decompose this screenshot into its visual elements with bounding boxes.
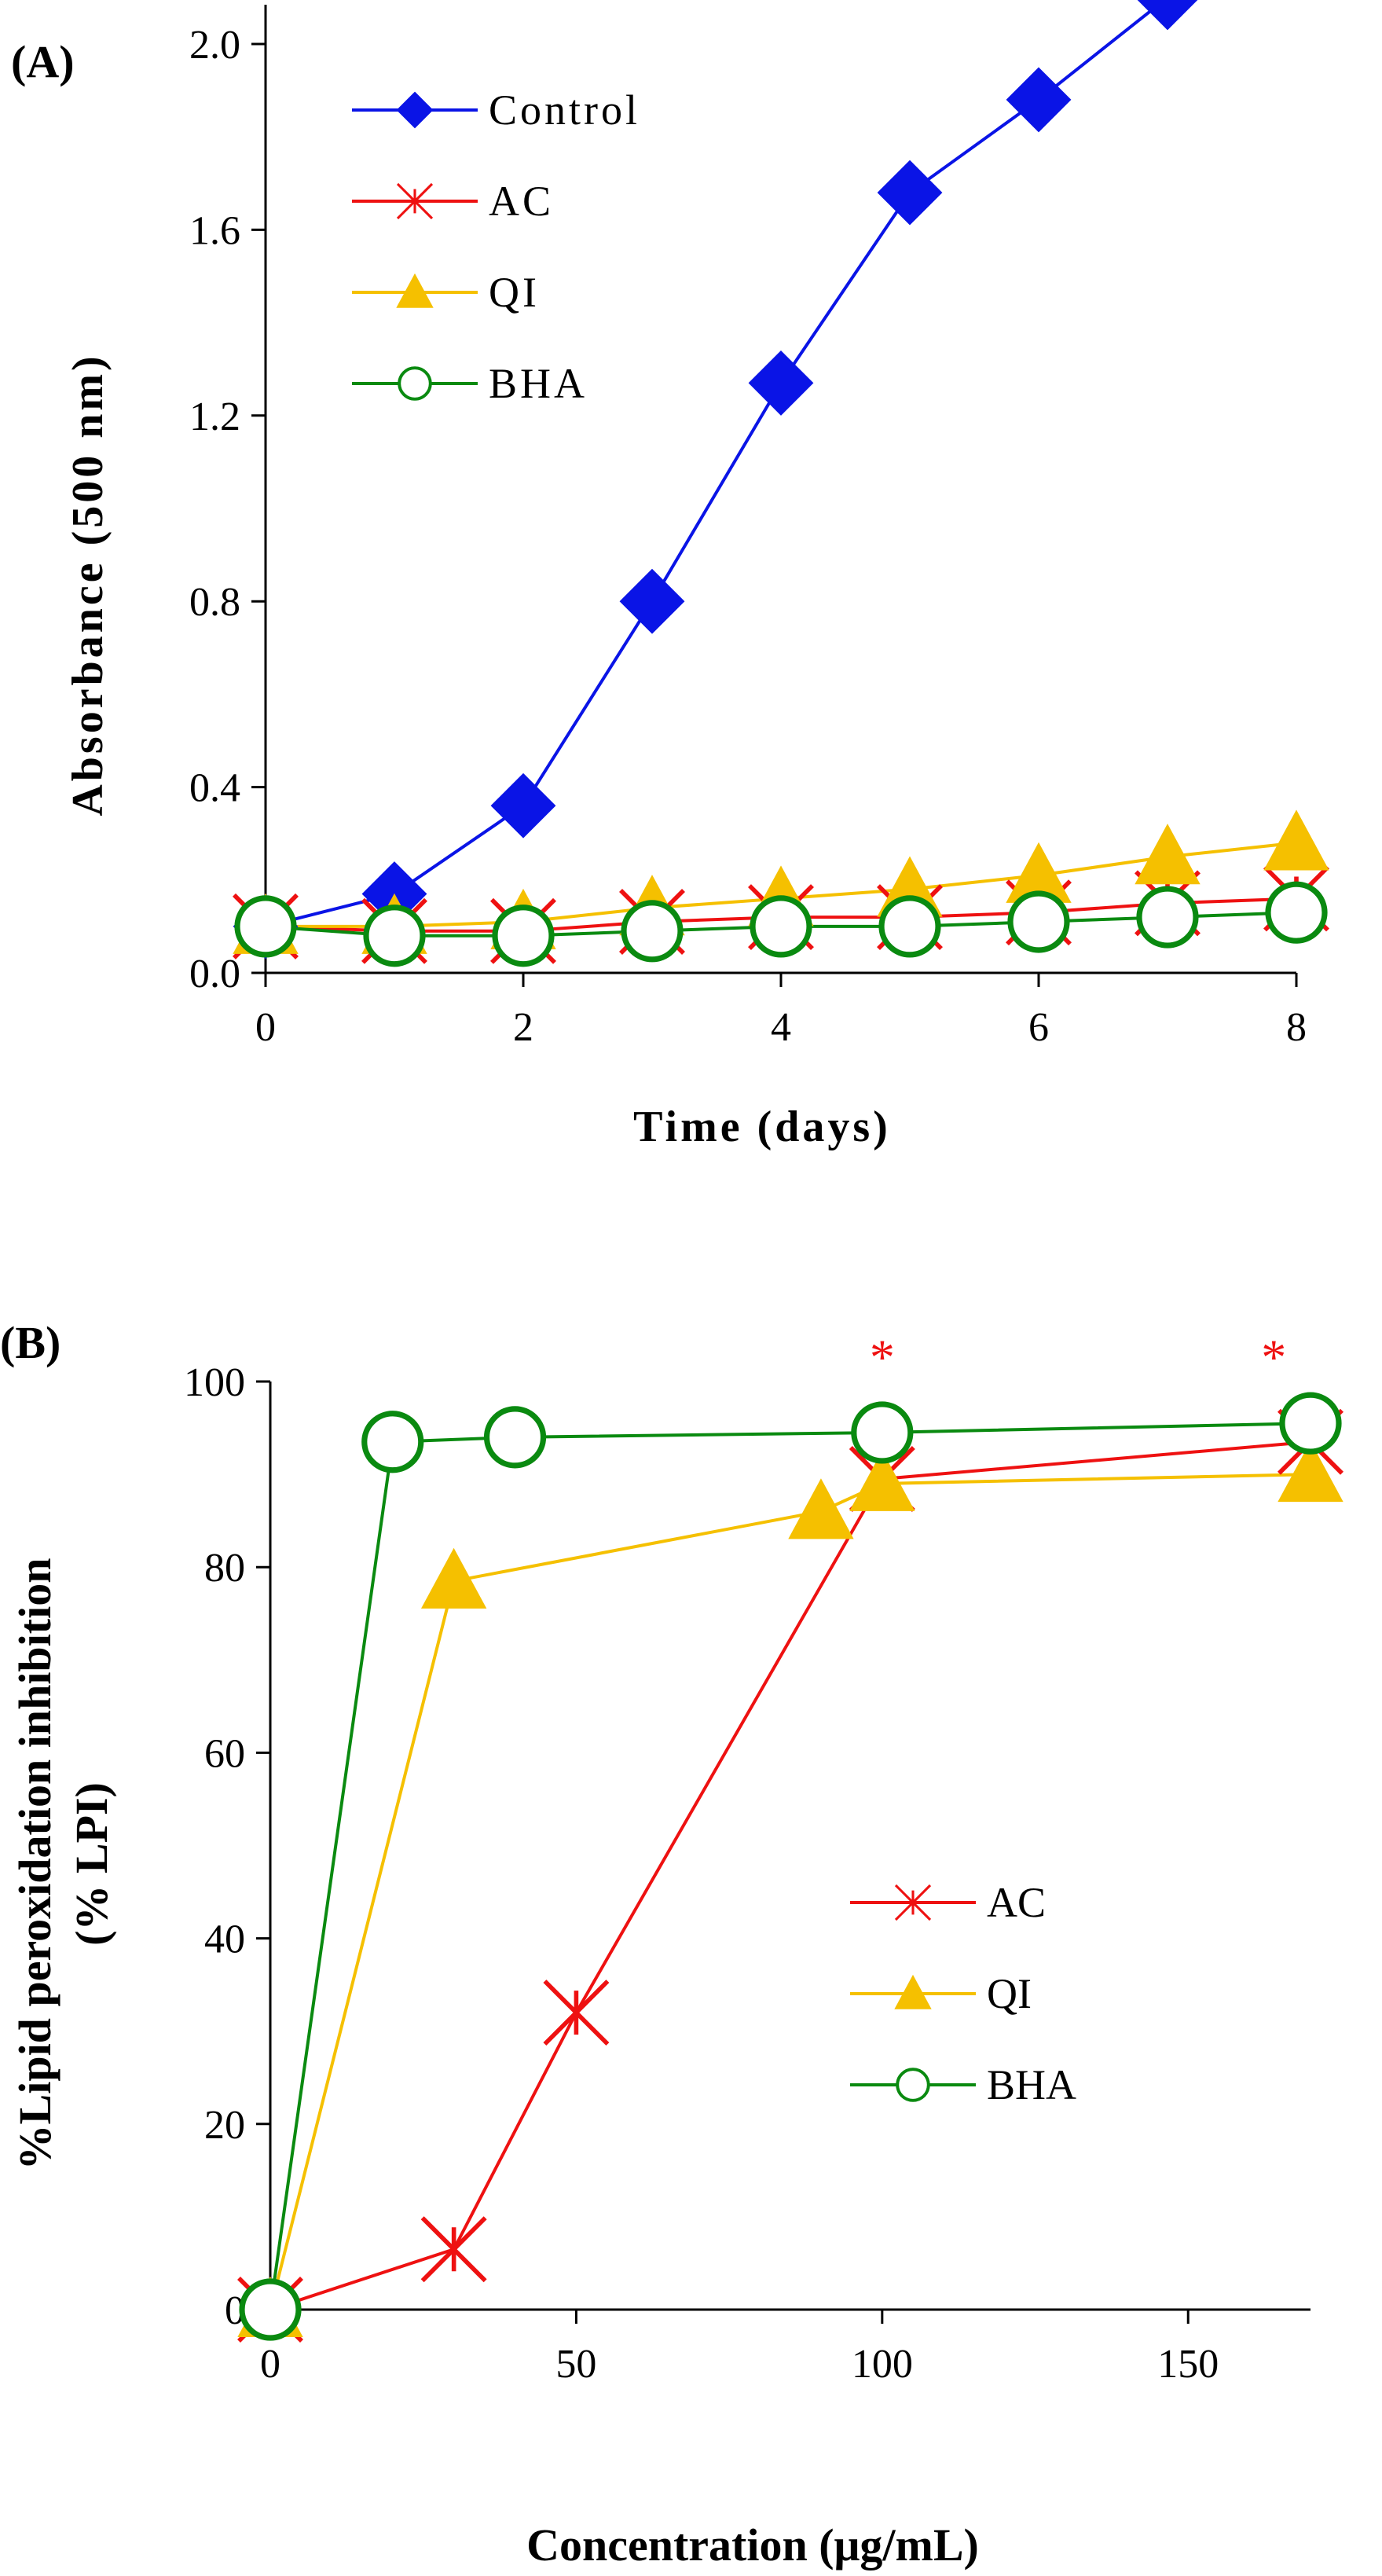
data-point-qi [420,1547,487,1609]
legend-entry-bha: BHA [352,360,588,407]
data-point-qi [1135,824,1201,885]
legend-marker-ac [894,1884,932,1921]
x-tick-label: 6 [1028,1005,1049,1050]
y-tick-label: 60 [204,1731,245,1776]
series-group-b [237,1392,1344,2343]
legend-label-bha: BHA [489,360,588,407]
data-point-bha [1136,886,1199,949]
data-point-ac [543,1980,610,2046]
legend-marker-bha [398,366,432,401]
legend-label-bha: BHA [987,2061,1076,2108]
legend-label-ac: AC [987,1879,1046,1926]
y-tick-label: 0.4 [189,766,240,811]
data-point-bha [1265,881,1328,944]
y-tick-label: 100 [184,1360,245,1405]
data-point-control [877,160,943,226]
legend-entry-qi: QI [352,269,540,316]
significance-marks-b: * * [870,1330,1286,1385]
y-axis-label-b-line1: %Lipid peroxidation inhibition [9,1558,60,2171]
data-point-qi [849,1450,915,1511]
legend-label-qi: QI [987,1970,1032,2017]
data-point-control [1006,67,1072,133]
series-line-bha [269,1422,1311,2310]
legend-marker-bha [896,2068,930,2102]
legend-b: AC QI BHA [850,1879,1076,2108]
legend-marker-qi [894,1974,932,2009]
x-tick-label: 0 [255,1005,276,1050]
legend-marker-ac [396,182,434,220]
significance-asterisk: * [870,1330,895,1385]
legend-marker-qi [396,273,434,308]
chart-panel-a: (A) 0.0 0.4 0.8 1.2 1.6 2.0 0 2 4 6 8 Control AC QI B… [11,0,1329,1151]
x-tick-label: 50 [555,2342,596,2387]
data-point-control [490,772,556,838]
data-point-qi [1263,809,1329,871]
x-tick-label: 150 [1157,2342,1219,2387]
data-point-bha [361,1411,424,1473]
series-clip-group [237,1392,1344,2343]
legend-a: Control AC QI BHA [352,86,640,407]
data-point-bha [363,905,426,967]
y-axis-label-b-line2: (% LPI) [66,1782,117,1946]
panel-label-b: (B) [0,1317,60,1368]
panel-label-a: (A) [11,36,75,87]
data-point-control [748,350,814,416]
x-axis-label-a: Time (days) [633,1103,891,1151]
data-point-bha [750,895,812,958]
x-tick-label: 4 [771,1005,791,1050]
series-group-a [233,0,1329,967]
data-point-bha [234,895,297,958]
series-line-control [265,0,1168,928]
data-point-bha [1279,1392,1342,1455]
series-line-ac [269,1440,1311,2311]
data-point-bha [239,2278,302,2341]
y-tick-label: 20 [204,2103,245,2148]
series-clip-group [233,0,1329,967]
legend-marker-control [396,91,434,129]
x-tick-label: 8 [1286,1005,1307,1050]
data-point-bha [621,900,684,963]
y-tick-label: 80 [204,1546,245,1591]
x-tick-label: 0 [260,2342,280,2387]
data-point-ac [420,2216,487,2283]
data-point-control [1137,0,1198,31]
legend-entry-qi: QI [850,1970,1032,2017]
data-point-bha [492,905,555,967]
legend-label-qi: QI [489,269,540,316]
legend-label-control: Control [489,86,640,134]
axes-a: 0.0 0.4 0.8 1.2 1.6 2.0 0 2 4 6 8 [189,5,1307,1050]
data-point-bha [878,895,941,958]
y-axis-label-a: Absorbance (500 nm) [64,353,112,816]
significance-asterisk: * [1261,1330,1286,1385]
x-tick-label: 100 [852,2342,913,2387]
y-tick-label: 0.8 [189,580,240,625]
data-point-bha [483,1406,547,1469]
data-point-bha [851,1401,914,1464]
data-point-bha [1007,890,1070,953]
data-point-qi [1278,1440,1344,1503]
data-point-control [619,568,685,634]
y-tick-label: 2.0 [189,23,240,68]
legend-entry-bha: BHA [850,2061,1076,2108]
x-axis-label-b: Concentration (μg/mL) [526,2519,979,2570]
legend-entry-ac: AC [850,1879,1046,1926]
y-tick-label: 40 [204,1917,245,1962]
legend-label-ac: AC [489,178,554,225]
y-tick-label: 1.2 [189,394,240,439]
data-point-qi [788,1478,854,1539]
legend-entry-control: Control [352,86,640,134]
legend-entry-ac: AC [352,178,554,225]
y-tick-label: 1.6 [189,208,240,253]
x-tick-label: 2 [513,1005,533,1050]
y-tick-label: 0.0 [189,952,240,996]
